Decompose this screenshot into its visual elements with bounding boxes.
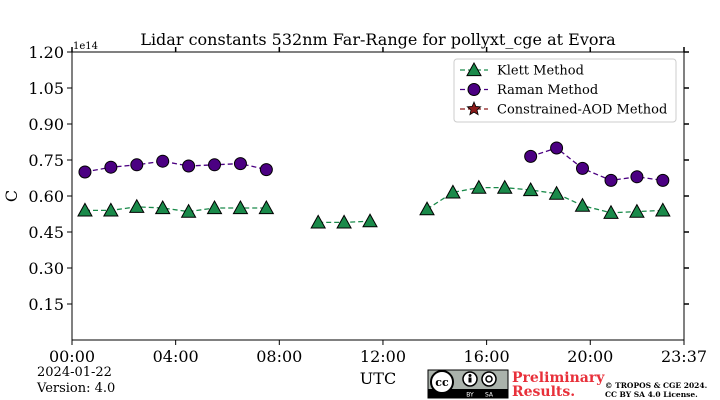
series-1-point-1-2 (575, 161, 589, 175)
chart-title: Lidar constants 532nm Far-Range for poll… (140, 30, 616, 49)
y-tick-label-3: 0.60 (28, 187, 64, 206)
footer-version: Version: 4.0 (36, 381, 115, 396)
sa-icon (481, 371, 497, 387)
cc-badge-text: cc (435, 376, 449, 389)
series-1-point-0-5 (208, 158, 222, 172)
y-tick-label-7: 1.20 (28, 43, 64, 62)
series-0-point-1-1 (336, 214, 352, 229)
series-0-point-1-0 (310, 214, 327, 229)
x-axis-ticks: 00:00 04:00 08:00 12:00 16:00 20:00 23:37 (49, 47, 707, 366)
series-1-point-0-4 (182, 159, 196, 173)
legend-marker-2 (466, 100, 482, 116)
series-0-point-0-7 (258, 199, 275, 215)
series-1-point-1-0 (524, 149, 538, 163)
series-0-point-0-2 (128, 198, 145, 213)
footer-date: 2024-01-22 (37, 365, 112, 380)
legend-box (453, 58, 677, 123)
cc-icon (430, 370, 454, 394)
series-0-point-2-7 (603, 204, 619, 219)
series-0-point-0-5 (206, 199, 223, 215)
y-tick-label-5: 0.90 (28, 115, 64, 134)
sa-label: SA (485, 392, 494, 399)
legend-marker-1 (467, 83, 481, 96)
series-0-point-1-2 (362, 213, 378, 228)
series-0-point-2-2 (470, 179, 487, 194)
series-1-point-1-1 (550, 141, 564, 155)
cc-license-badge: cc BY SA (427, 369, 509, 399)
series-1-point-0-1 (104, 160, 118, 174)
series-1 (78, 141, 670, 187)
series-0-point-0-0 (77, 202, 93, 217)
legend-label-1: Raman Method (497, 83, 598, 98)
legend-marker-0 (466, 61, 482, 77)
series-1-point-0-3 (156, 154, 170, 168)
series-1-point-0-6 (233, 157, 247, 171)
preliminary-line1: Preliminary (512, 370, 605, 386)
y-axis-label: C (2, 190, 21, 202)
series-1-point-0-7 (259, 163, 273, 177)
x-tick-label-1: 04:00 (153, 347, 199, 366)
preliminary-line2: Results. (512, 384, 575, 400)
series-1-point-0-0 (78, 165, 92, 179)
y-tick-label-0: 0.15 (28, 295, 64, 314)
y-tick-label-1: 0.30 (28, 259, 64, 278)
series-1-point-1-5 (656, 173, 670, 187)
series-0-point-2-3 (496, 179, 513, 194)
legend-label-0: Klett Method (497, 64, 584, 79)
series-0-point-2-5 (548, 185, 565, 200)
series-0-line-0 (85, 206, 267, 213)
y-axis-ticks: 0.15 0.30 0.45 0.60 0.75 0.90 1.05 1.20 (28, 43, 689, 314)
x-tick-label-5: 20:00 (567, 347, 613, 366)
series-0-line-2 (426, 186, 663, 214)
series-0-point-0-3 (154, 199, 171, 215)
series-1-point-0-2 (130, 158, 144, 172)
legend-label-2: Constrained-AOD Method (497, 103, 667, 118)
x-tick-label-3: 12:00 (360, 347, 406, 366)
x-tick-label-4: 16:00 (464, 347, 510, 366)
series-0-point-2-0 (419, 201, 435, 216)
series-layer (77, 141, 671, 229)
x-tick-label-6: 23:37 (661, 347, 707, 366)
series-0-point-2-9 (654, 202, 671, 217)
series-0-point-0-6 (232, 199, 249, 215)
by-label: BY (466, 392, 474, 399)
legend: Klett Method Raman Method Constrained-AOD … (453, 58, 677, 123)
series-1-point-1-4 (630, 170, 644, 184)
series-0-point-2-1 (445, 184, 461, 199)
x-tick-label-0: 00:00 (49, 347, 95, 366)
x-tick-label-2: 08:00 (256, 347, 302, 366)
series-0-point-2-8 (629, 203, 645, 218)
license-line2: CC BY SA 4.0 License. (605, 390, 698, 399)
y-tick-label-4: 0.75 (28, 151, 64, 170)
y-multiplier: 1e14 (73, 41, 98, 52)
x-axis-label: UTC (360, 369, 396, 388)
series-1-point-1-3 (604, 173, 618, 187)
series-0-point-2-6 (574, 197, 591, 212)
series-0-point-0-4 (180, 203, 197, 218)
series-0-point-2-4 (522, 181, 539, 197)
series-0 (77, 179, 671, 229)
y-tick-label-6: 1.05 (28, 79, 64, 98)
y-tick-label-2: 0.45 (28, 223, 64, 242)
license-line1: © TROPOS & CGE 2024. (605, 381, 707, 390)
series-0-point-0-1 (103, 202, 119, 217)
